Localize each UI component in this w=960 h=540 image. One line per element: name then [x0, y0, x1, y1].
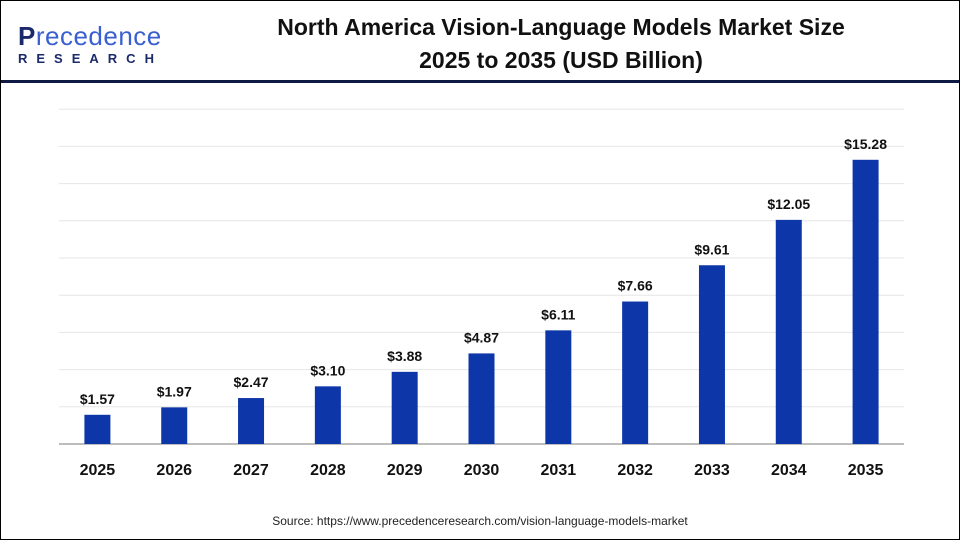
x-tick-2029: 2029 [387, 462, 423, 479]
data-label-2031: $6.11 [541, 306, 575, 322]
x-tick-2033: 2033 [694, 462, 730, 479]
x-tick-2034: 2034 [771, 462, 807, 479]
x-tick-2025: 2025 [80, 462, 116, 479]
x-tick-2028: 2028 [310, 462, 346, 479]
header-divider [1, 80, 959, 83]
bar-2033 [698, 265, 725, 444]
data-label-2030: $4.87 [464, 329, 499, 345]
bar-2029 [391, 371, 418, 444]
bar-2026 [161, 407, 188, 444]
bar-2030 [468, 353, 495, 444]
title-line-2: 2025 to 2035 (USD Billion) [419, 47, 703, 73]
x-tick-2035: 2035 [848, 462, 884, 479]
bar-2028 [314, 386, 341, 444]
x-tick-2031: 2031 [541, 462, 577, 479]
data-label-2032: $7.66 [618, 278, 653, 294]
source-note: Source: https://www.precedenceresearch.c… [272, 514, 688, 528]
bar-2031 [545, 330, 572, 444]
data-label-2027: $2.47 [234, 374, 269, 390]
bar-2025 [84, 414, 111, 444]
chart-title: North America Vision-Language Models Mar… [201, 11, 921, 77]
data-label-2028: $3.10 [310, 362, 345, 378]
bar-2032 [622, 301, 649, 444]
x-tick-2030: 2030 [464, 462, 500, 479]
x-tick-2026: 2026 [156, 462, 192, 479]
title-line-1: North America Vision-Language Models Mar… [277, 14, 845, 40]
data-label-2025: $1.57 [80, 391, 115, 407]
logo-subtitle: RESEARCH [18, 51, 163, 66]
data-label-2029: $3.88 [387, 348, 422, 364]
data-label-2035: $15.28 [844, 136, 887, 152]
data-label-2034: $12.05 [767, 196, 810, 212]
bar-2027 [238, 398, 265, 444]
x-tick-2032: 2032 [617, 462, 653, 479]
bar-2035 [852, 159, 879, 445]
data-label-2033: $9.61 [694, 241, 729, 257]
data-label-2026: $1.97 [157, 383, 192, 399]
logo-wordmark: Precedence [18, 21, 162, 51]
bar-2034 [775, 219, 802, 444]
x-tick-2027: 2027 [233, 462, 269, 479]
precedence-research-logo: Precedence RESEARCH [18, 23, 163, 66]
